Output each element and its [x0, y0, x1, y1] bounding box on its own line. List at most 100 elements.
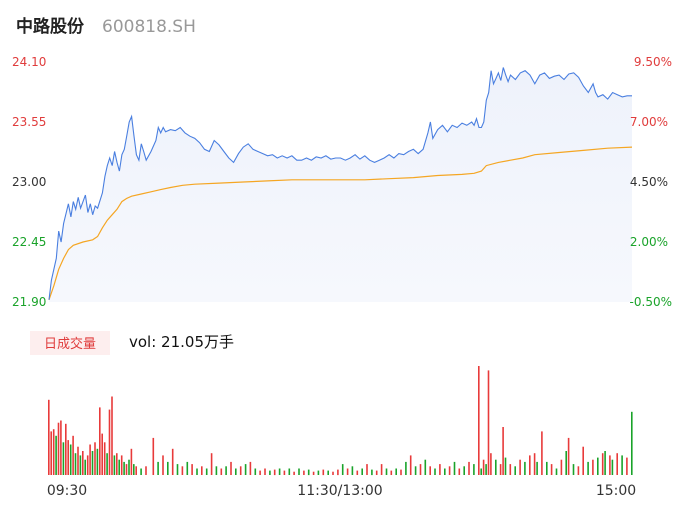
stock-code: 600818.SH: [102, 17, 196, 37]
volume-bar: [424, 459, 427, 475]
volume-bar: [332, 471, 334, 475]
volume-bar: [601, 453, 604, 475]
volume-bar: [371, 469, 373, 476]
volume-bar: [414, 466, 417, 475]
left-tick-4: 21.90: [12, 295, 46, 309]
x-axis: 09:30 11:30/13:00 15:00: [47, 483, 636, 499]
volume-bar: [201, 466, 203, 475]
volume-bar: [84, 459, 86, 475]
volume-bar: [303, 470, 305, 475]
volume-bar: [264, 468, 266, 475]
volume-bar: [94, 442, 96, 475]
volume-bar: [108, 409, 111, 475]
volume-bar: [307, 469, 310, 476]
volume-bar: [439, 464, 441, 475]
volume-bar: [96, 448, 99, 475]
volume-bar: [616, 453, 618, 475]
volume-bar: [225, 466, 227, 475]
volume-bar: [120, 455, 123, 475]
volume-bar: [196, 468, 198, 475]
volume-bar: [82, 451, 84, 475]
volume-bar: [50, 431, 52, 475]
volume-badge[interactable]: [30, 331, 110, 355]
volume-bar: [191, 464, 193, 475]
volume-bar: [317, 470, 320, 475]
volume-readout: vol: 21.05万手: [129, 333, 234, 351]
volume-bar: [57, 422, 60, 475]
volume-bar: [509, 464, 512, 475]
left-tick-2: 23.00: [12, 175, 46, 189]
right-y-axis: 9.50% 7.00% 4.50% 2.00% -0.50%: [630, 55, 672, 309]
volume-bar: [541, 431, 543, 475]
volume-bar: [346, 468, 349, 475]
volume-bar: [400, 469, 402, 476]
volume-bar: [524, 461, 526, 475]
volume-bar: [473, 464, 475, 475]
volume-bar: [72, 435, 74, 475]
volume-bar: [89, 444, 91, 475]
volume-bar: [145, 466, 147, 475]
volume-bar: [215, 466, 218, 475]
left-tick-3: 22.45: [12, 235, 46, 249]
x-tick-close: 15:00: [596, 483, 636, 499]
volume-bar: [351, 466, 354, 475]
volume-bar: [429, 466, 431, 475]
volume-bar: [152, 437, 155, 475]
volume-bar: [113, 455, 116, 475]
volume-bar: [128, 459, 130, 475]
right-tick-2: 4.50%: [630, 175, 668, 189]
volume-bar: [587, 461, 589, 475]
volume-bar: [210, 453, 213, 475]
volume-bar: [337, 469, 339, 476]
volume-bar: [572, 464, 575, 475]
volume-bar: [288, 468, 291, 475]
right-tick-4: -0.50%: [630, 295, 672, 309]
volume-bar: [62, 442, 65, 475]
volume-bar: [453, 461, 456, 475]
volume-bar: [514, 466, 516, 475]
volume-bar: [468, 461, 470, 475]
x-tick-open: 09:30: [47, 483, 87, 499]
volume-bar: [157, 461, 159, 475]
volume-bar: [490, 453, 492, 475]
volume-bar: [631, 411, 633, 475]
volume-bar: [582, 446, 584, 475]
volume-bar: [269, 470, 271, 475]
volume-bar: [604, 451, 606, 475]
volume-bar: [499, 464, 502, 475]
volume-bar: [99, 407, 101, 475]
volume-bar: [409, 455, 412, 475]
volume-bar: [482, 459, 485, 475]
volume-bar: [171, 448, 174, 475]
left-tick-1: 23.55: [12, 115, 46, 129]
volume-bar: [74, 453, 77, 475]
volume-bar: [259, 470, 261, 475]
volume-bar: [55, 435, 57, 475]
volume-bars: [48, 366, 633, 476]
volume-bar: [312, 471, 315, 475]
volume-bar: [67, 440, 69, 475]
volume-bar: [135, 466, 137, 475]
volume-bar: [463, 466, 465, 475]
volume-bar: [244, 464, 247, 475]
volume-bar: [567, 437, 570, 475]
volume-bar: [592, 459, 594, 475]
volume-bar: [273, 469, 276, 476]
left-y-axis: 24.10 23.55 23.00 22.45 21.90: [12, 55, 46, 309]
volume-bar: [249, 461, 252, 475]
right-tick-3: 2.00%: [630, 235, 668, 249]
volume-bar: [111, 396, 113, 475]
volume-bar: [65, 423, 67, 475]
volume-bar: [293, 471, 295, 475]
volume-bar: [123, 461, 125, 475]
volume-bar: [220, 468, 223, 475]
volume-bar: [130, 448, 133, 475]
volume-bar: [519, 459, 521, 475]
volume-bar: [235, 468, 237, 475]
volume-bar: [390, 470, 393, 475]
volume-badge-label: 日成交量: [44, 336, 96, 352]
volume-bar: [560, 459, 563, 475]
volume-bar: [361, 468, 363, 475]
volume-bar: [502, 427, 504, 475]
